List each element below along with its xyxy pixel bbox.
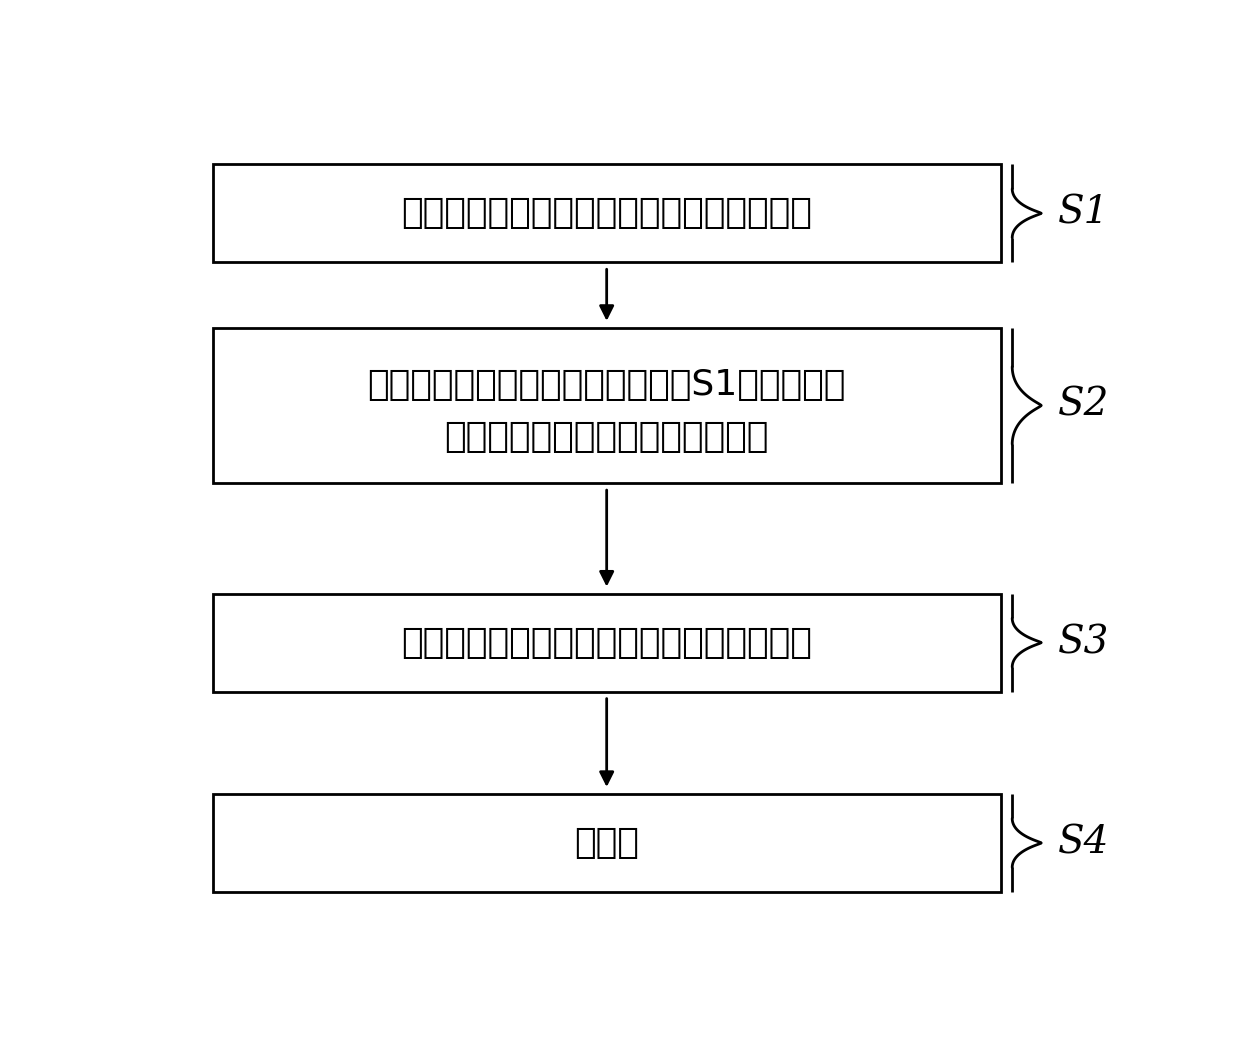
Text: 网进行丝印，然后预烤使半固化；: 网进行丝印，然后预烤使半固化； bbox=[444, 419, 769, 453]
Text: 对阻焚前处理后的线路板采用步骤S1得到的挡点: 对阻焚前处理后的线路板采用步骤S1得到的挡点 bbox=[367, 367, 846, 401]
Text: 显影。: 显影。 bbox=[574, 826, 639, 860]
Text: S1: S1 bbox=[1058, 194, 1110, 232]
FancyBboxPatch shape bbox=[213, 794, 1001, 892]
Text: S2: S2 bbox=[1058, 387, 1110, 424]
Text: 挡点网生产，在鬼影出现区域增加挡油面；: 挡点网生产，在鬼影出现区域增加挡油面； bbox=[402, 196, 812, 230]
Text: 定位线路板，分别对线路板两面进行曝光；: 定位线路板，分别对线路板两面进行曝光； bbox=[402, 626, 812, 660]
FancyBboxPatch shape bbox=[213, 594, 1001, 691]
Text: S4: S4 bbox=[1058, 824, 1110, 861]
FancyBboxPatch shape bbox=[213, 165, 1001, 262]
Text: S3: S3 bbox=[1058, 624, 1110, 662]
FancyBboxPatch shape bbox=[213, 328, 1001, 483]
